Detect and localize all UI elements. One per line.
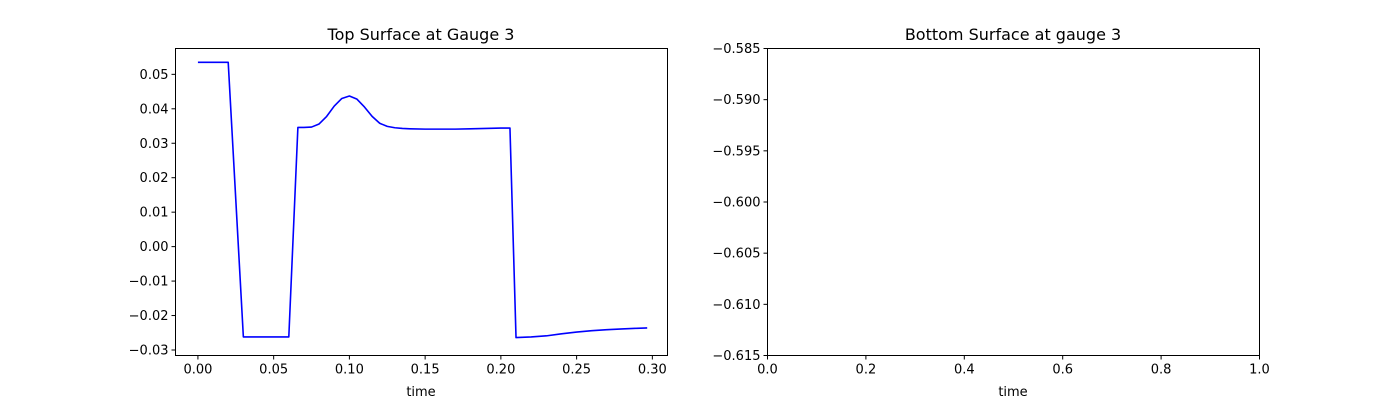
x-tick-label: 0.20	[486, 363, 515, 378]
x-tick-label: 0.6	[1052, 363, 1073, 378]
y-tick-label: −0.590	[712, 93, 760, 108]
x-tick-label: 0.8	[1151, 363, 1172, 378]
x-tick-label: 0.10	[335, 363, 364, 378]
y-tick-label: −0.610	[712, 298, 760, 313]
axes-frame	[767, 48, 1260, 356]
x-axis-label: time	[998, 385, 1027, 400]
y-tick-label: 0.03	[140, 137, 169, 152]
tick-group: 0.00 0.05 0.10 0.15 0.20 0.25 0.30 −0.03 −0.02 −0…	[129, 68, 667, 378]
y-tick-label: −0.585	[712, 42, 760, 57]
x-tick-label: 0.30	[638, 363, 667, 378]
chart-title: Top Surface at Gauge 3	[327, 25, 515, 44]
plot-area	[197, 61, 648, 339]
x-tick-label: 0.05	[259, 363, 288, 378]
axes-frame	[175, 48, 668, 356]
tick-group: 0.0 0.2 0.4 0.6 0.8 1.0 −0.615 −0.610 −0.605 −0.6…	[712, 42, 1269, 378]
subplot-top-surface: Top Surface at Gauge 3 time 0.00 0.05 0.10…	[129, 25, 668, 400]
y-tick-label: −0.03	[129, 343, 169, 358]
y-tick-label: −0.605	[712, 247, 760, 262]
x-tick-label: 0.0	[757, 363, 778, 378]
x-tick-label: 0.4	[954, 363, 975, 378]
y-tick-label: −0.600	[712, 196, 760, 211]
y-tick-label: −0.02	[129, 309, 169, 324]
y-tick-label: 0.01	[140, 206, 169, 221]
x-tick-label: 0.25	[562, 363, 591, 378]
x-tick-label: 0.00	[183, 363, 212, 378]
y-tick-label: 0.00	[140, 240, 169, 255]
y-tick-label: 0.04	[140, 102, 169, 117]
y-tick-label: 0.05	[140, 68, 169, 83]
series-line	[197, 61, 648, 339]
y-tick-label: −0.595	[712, 144, 760, 159]
y-tick-label: 0.02	[140, 171, 169, 186]
y-tick-label: −0.01	[129, 275, 169, 290]
x-tick-label: 1.0	[1249, 363, 1270, 378]
x-tick-label: 0.15	[411, 363, 440, 378]
subplot-bottom-surface: Bottom Surface at gauge 3 time 0.0 0.2 0.4…	[712, 25, 1269, 400]
y-tick-label: −0.615	[712, 349, 760, 364]
x-axis-label: time	[406, 385, 435, 400]
chart-title: Bottom Surface at gauge 3	[905, 25, 1121, 44]
x-tick-label: 0.2	[856, 363, 877, 378]
